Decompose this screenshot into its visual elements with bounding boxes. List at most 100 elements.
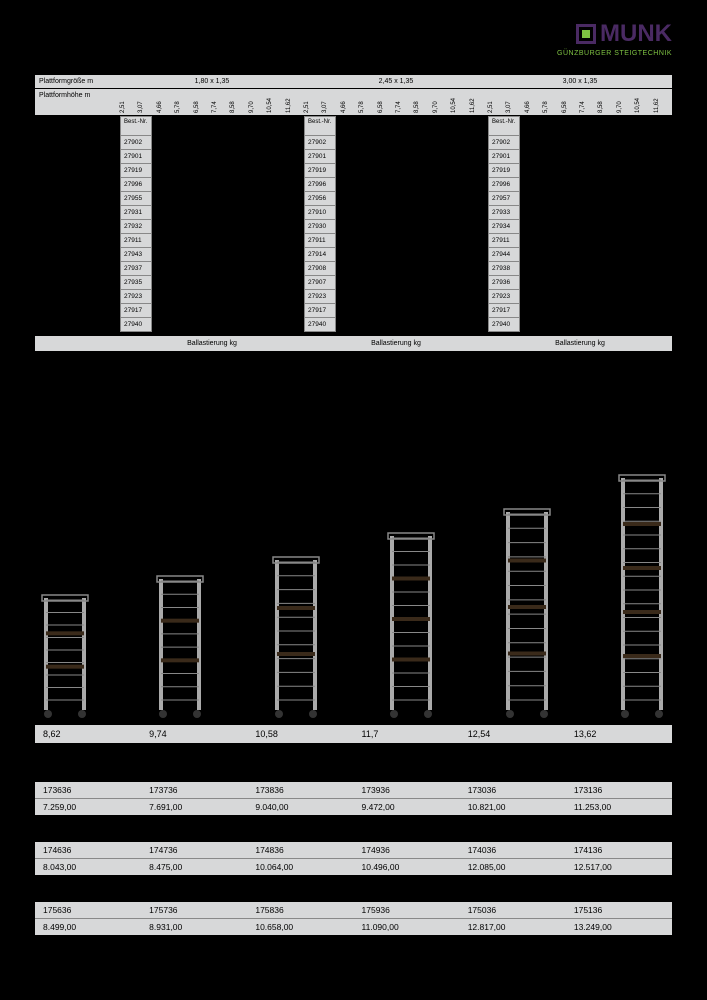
price-code-row: 174636174736174836174936174036174136 <box>35 842 672 859</box>
price-code: 174936 <box>354 845 460 855</box>
price-code: 173136 <box>566 785 672 795</box>
spec-table: Plattformgröße m 1,80 x 1,35 2,45 x 1,35… <box>35 75 672 351</box>
price-code: 175136 <box>566 905 672 915</box>
bestnr-cell: 27923 <box>120 290 152 304</box>
tower-height-value: 13,62 <box>566 729 672 739</box>
price-code: 173836 <box>247 785 353 795</box>
price-value: 10.064,00 <box>247 862 353 872</box>
bestnr-cell: 27943 <box>120 248 152 262</box>
price-code: 174836 <box>247 845 353 855</box>
height-value: 10,54 <box>635 89 653 115</box>
tower-figure <box>266 552 326 720</box>
tower-figure <box>612 470 672 720</box>
height-value: 6,58 <box>194 89 212 115</box>
bestnr-cell: 27936 <box>488 276 520 290</box>
tower-figure <box>150 571 210 720</box>
bestnr-cell: 27917 <box>304 304 336 318</box>
bestnr-cell: 27902 <box>488 136 520 150</box>
ballast-row: Ballastierung kg Ballastierung kg Ballas… <box>35 336 672 351</box>
bestnr-cell: 27944 <box>488 248 520 262</box>
height-value: 3,07 <box>138 89 156 115</box>
price-code: 174636 <box>35 845 141 855</box>
price-code: 173036 <box>460 785 566 795</box>
bestnr-cell: 27935 <box>120 276 152 290</box>
price-value-row: 8.043,008.475,0010.064,0010.496,0012.085… <box>35 859 672 875</box>
price-value: 10.658,00 <box>247 922 353 932</box>
price-separator-2 <box>35 828 672 842</box>
height-value: 6,58 <box>378 89 396 115</box>
bestnr-header: Best.-Nr. <box>120 116 152 136</box>
logo-icon <box>576 24 596 44</box>
logo-text: MUNK <box>600 20 672 48</box>
size-col-3: 3,00 x 1,35 <box>488 75 672 88</box>
bestnr-cell: 27901 <box>488 150 520 164</box>
price-code: 173736 <box>141 785 247 795</box>
brand-logo: MUNK GÜNZBURGER STEIGTECHNIK <box>557 20 672 57</box>
price-code: 173936 <box>354 785 460 795</box>
tower-images <box>35 470 672 720</box>
bestnr-cell: 27902 <box>120 136 152 150</box>
price-code: 175736 <box>141 905 247 915</box>
height-value: 7,74 <box>580 89 598 115</box>
price-value: 12.517,00 <box>566 862 672 872</box>
bestnr-cell: 27940 <box>304 318 336 332</box>
height-value: 5,78 <box>543 89 561 115</box>
ballast-1: Ballastierung kg <box>120 336 304 351</box>
height-group-1: 2,513,074,665,786,587,748,589,7010,5411,… <box>120 89 304 115</box>
height-value: 6,58 <box>562 89 580 115</box>
height-value: 8,58 <box>230 89 248 115</box>
price-value: 9.040,00 <box>247 802 353 812</box>
tower-height-value: 10,58 <box>247 729 353 739</box>
bestnr-cell: 27908 <box>304 262 336 276</box>
tower-height-value: 12,54 <box>460 729 566 739</box>
height-value: 11,62 <box>470 89 488 115</box>
bestnr-cell: 27901 <box>120 150 152 164</box>
height-value: 8,58 <box>414 89 432 115</box>
price-separator-1 <box>35 768 672 782</box>
price-code: 175836 <box>247 905 353 915</box>
price-value: 12.085,00 <box>460 862 566 872</box>
height-value: 5,78 <box>175 89 193 115</box>
bestnr-cell: 27937 <box>120 262 152 276</box>
ballast-3: Ballastierung kg <box>488 336 672 351</box>
bestnr-cell: 27911 <box>120 234 152 248</box>
size-col-2: 2,45 x 1,35 <box>304 75 488 88</box>
tower-figure <box>381 528 441 720</box>
size-col-1: 1,80 x 1,35 <box>120 75 304 88</box>
height-group-3: 2,513,074,665,786,587,748,589,7010,5411,… <box>488 89 672 115</box>
height-value: 9,70 <box>617 89 635 115</box>
bestnr-cell: 27938 <box>488 262 520 276</box>
tower-figure <box>497 504 557 720</box>
height-value: 7,74 <box>396 89 414 115</box>
bestnr-header: Best.-Nr. <box>304 116 336 136</box>
height-value: 11,62 <box>654 89 672 115</box>
bestnr-cell: 27917 <box>120 304 152 318</box>
price-code: 173636 <box>35 785 141 795</box>
size-header-row: Plattformgröße m 1,80 x 1,35 2,45 x 1,35… <box>35 75 672 89</box>
price-value-row: 7.259,007.691,009.040,009.472,0010.821,0… <box>35 799 672 815</box>
height-value: 9,70 <box>433 89 451 115</box>
height-value: 4,66 <box>157 89 175 115</box>
bestnr-cell: 27919 <box>304 164 336 178</box>
bestnr-cell: 27917 <box>488 304 520 318</box>
bestnr-cell: 27910 <box>304 206 336 220</box>
bestnr-cell: 27955 <box>120 192 152 206</box>
sizes-label: Plattformgröße m <box>35 75 120 88</box>
height-value: 4,66 <box>341 89 359 115</box>
bestnr-cell: 27911 <box>304 234 336 248</box>
bestnr-column: Best.-Nr.2790227901279192799627955279312… <box>120 116 152 332</box>
logo-subtitle: GÜNZBURGER STEIGTECHNIK <box>557 50 672 57</box>
bestnr-cell: 27907 <box>304 276 336 290</box>
price-value: 9.472,00 <box>354 802 460 812</box>
price-block-1: 173636173736173836173936173036173136 7.25… <box>35 782 672 815</box>
price-code: 175936 <box>354 905 460 915</box>
price-value: 8.499,00 <box>35 922 141 932</box>
bestnr-cell: 27940 <box>488 318 520 332</box>
price-value: 7.259,00 <box>35 802 141 812</box>
height-value: 3,07 <box>506 89 524 115</box>
price-block-2: 1746361747361748361749361740361741368.04… <box>35 842 672 875</box>
price-code: 175036 <box>460 905 566 915</box>
height-value: 3,07 <box>322 89 340 115</box>
height-value: 10,54 <box>267 89 285 115</box>
bestnr-cell: 27956 <box>304 192 336 206</box>
